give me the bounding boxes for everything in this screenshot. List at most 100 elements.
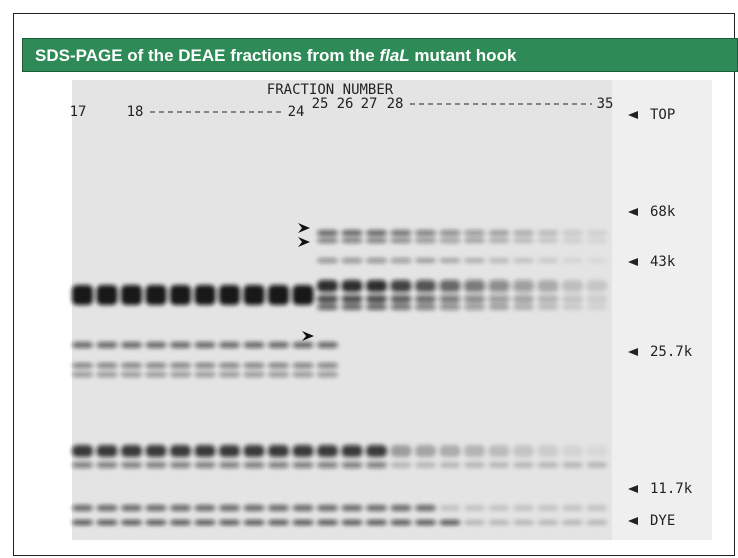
lane-label: 18 [127, 104, 144, 120]
title-text: mutant hook [409, 46, 517, 65]
band-arrow [298, 237, 310, 247]
band [464, 304, 485, 310]
band [366, 505, 387, 511]
frame [13, 13, 735, 556]
band [366, 295, 387, 303]
band [243, 505, 265, 511]
gel-heading: FRACTION NUMBER [267, 82, 394, 98]
band [219, 285, 240, 305]
marker-arrow [628, 348, 638, 356]
band [292, 342, 314, 348]
lane-label: 35 [597, 96, 614, 112]
lane-label: 27 [361, 96, 378, 112]
band [72, 372, 93, 377]
band [415, 280, 436, 292]
band [170, 342, 191, 348]
band [366, 238, 387, 243]
band [219, 462, 240, 468]
band [439, 520, 461, 525]
band [415, 304, 436, 310]
band [562, 258, 583, 263]
band [170, 520, 191, 525]
band [390, 295, 412, 303]
band [341, 295, 363, 303]
band [562, 280, 583, 292]
band [439, 295, 461, 303]
band [464, 295, 485, 303]
band [366, 445, 387, 457]
band [72, 505, 93, 511]
band [537, 520, 559, 525]
band [562, 445, 583, 457]
band [292, 462, 314, 468]
band [464, 520, 485, 525]
band [317, 238, 338, 243]
band [292, 285, 314, 305]
band [513, 280, 534, 292]
band [537, 505, 559, 511]
marker-arrow [628, 111, 638, 119]
band [488, 304, 510, 310]
gel-bands [72, 230, 608, 525]
band [341, 238, 363, 243]
band [243, 445, 265, 457]
band [72, 520, 93, 525]
band [415, 258, 436, 263]
band [586, 238, 608, 243]
band [390, 238, 412, 243]
band-arrow [302, 331, 314, 341]
band [219, 505, 240, 511]
band [194, 520, 216, 525]
band [317, 363, 338, 368]
band [317, 304, 338, 310]
band [537, 304, 559, 310]
band [243, 462, 265, 468]
band [586, 505, 608, 511]
band [292, 445, 314, 457]
band [513, 505, 534, 511]
band [439, 445, 461, 457]
band [562, 520, 583, 525]
band [268, 342, 289, 348]
band [439, 462, 461, 468]
band [415, 520, 436, 525]
band [513, 462, 534, 468]
band [96, 372, 118, 377]
band [390, 304, 412, 310]
band [439, 280, 461, 292]
band [317, 295, 338, 303]
band [513, 304, 534, 310]
band [72, 462, 93, 468]
band [341, 258, 363, 263]
band [415, 238, 436, 243]
band [96, 462, 118, 468]
band [513, 230, 534, 236]
band [366, 280, 387, 292]
band [72, 445, 93, 457]
marker-label: TOP [650, 107, 675, 123]
band [219, 372, 240, 377]
band [537, 445, 559, 457]
band [243, 342, 265, 348]
band [415, 445, 436, 457]
band [145, 520, 167, 525]
band [194, 342, 216, 348]
band [562, 238, 583, 243]
marker-label: DYE [650, 513, 675, 529]
band [341, 505, 363, 511]
band [513, 295, 534, 303]
band [96, 363, 118, 368]
marker-arrow [628, 208, 638, 216]
band [586, 258, 608, 263]
band [268, 462, 289, 468]
band-arrow [298, 223, 310, 233]
band [145, 445, 167, 457]
band [317, 342, 338, 348]
band [464, 505, 485, 511]
band [170, 505, 191, 511]
band [96, 520, 118, 525]
band [268, 505, 289, 511]
band [390, 280, 412, 292]
band [243, 520, 265, 525]
band [464, 230, 485, 236]
